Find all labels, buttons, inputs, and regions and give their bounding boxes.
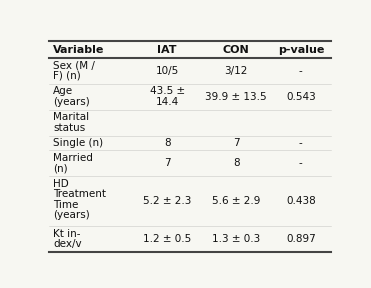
Text: 8: 8 <box>233 158 239 168</box>
Text: 5.2 ± 2.3: 5.2 ± 2.3 <box>143 196 191 206</box>
Text: -: - <box>299 138 303 148</box>
Text: 0.543: 0.543 <box>286 92 316 102</box>
Text: (years): (years) <box>53 97 90 107</box>
Text: (years): (years) <box>53 210 90 220</box>
Text: CON: CON <box>223 45 250 54</box>
Text: -: - <box>299 66 303 76</box>
Text: Time: Time <box>53 200 78 210</box>
Text: Kt in-: Kt in- <box>53 228 81 238</box>
Text: (n): (n) <box>53 163 68 173</box>
Text: 0.897: 0.897 <box>286 234 316 244</box>
Text: 7: 7 <box>164 158 170 168</box>
Text: Married: Married <box>53 153 93 163</box>
Text: F) (n): F) (n) <box>53 71 81 81</box>
Text: 7: 7 <box>233 138 239 148</box>
Text: 14.4: 14.4 <box>155 97 179 107</box>
Text: 10/5: 10/5 <box>155 66 179 76</box>
Text: 5.6 ± 2.9: 5.6 ± 2.9 <box>212 196 260 206</box>
Text: dex/v: dex/v <box>53 239 82 249</box>
Text: Age: Age <box>53 86 73 96</box>
Text: Marital: Marital <box>53 113 89 122</box>
Text: status: status <box>53 123 85 133</box>
Text: 39.9 ± 13.5: 39.9 ± 13.5 <box>205 92 267 102</box>
Text: IAT: IAT <box>157 45 177 54</box>
Text: -: - <box>299 158 303 168</box>
Text: 0.438: 0.438 <box>286 196 316 206</box>
Text: Single (n): Single (n) <box>53 138 103 148</box>
Text: Sex (M /: Sex (M / <box>53 60 95 71</box>
Text: 8: 8 <box>164 138 170 148</box>
Text: 43.5 ±: 43.5 ± <box>150 86 185 96</box>
Text: 3/12: 3/12 <box>224 66 248 76</box>
Text: HD: HD <box>53 179 69 189</box>
Text: Variable: Variable <box>53 45 104 54</box>
Text: p-value: p-value <box>278 45 324 54</box>
Text: Treatment: Treatment <box>53 189 106 199</box>
Text: 1.2 ± 0.5: 1.2 ± 0.5 <box>143 234 191 244</box>
Text: 1.3 ± 0.3: 1.3 ± 0.3 <box>212 234 260 244</box>
